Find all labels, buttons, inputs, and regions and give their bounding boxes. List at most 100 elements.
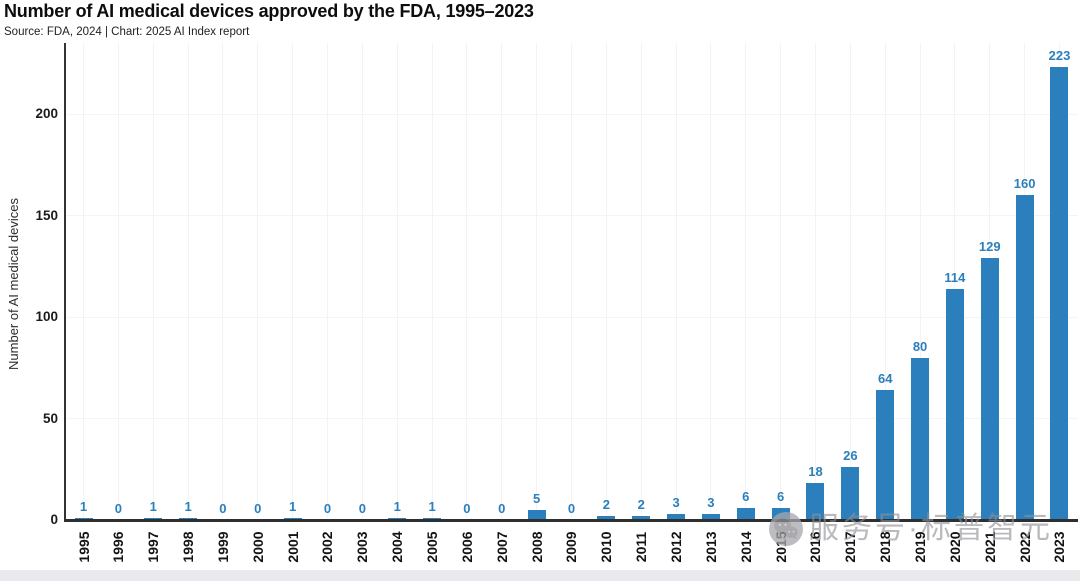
- x-tick-label: 2006: [458, 531, 475, 563]
- v-gridline: [222, 43, 224, 518]
- bar: [876, 390, 895, 520]
- y-axis-title: Number of AI medical devices: [6, 198, 21, 370]
- bar: [980, 258, 999, 520]
- bar-value-label: 1: [79, 499, 88, 514]
- y-axis-line: [64, 43, 66, 521]
- bar-value-label: 5: [533, 491, 541, 506]
- x-tick-label: 1995: [75, 531, 92, 563]
- bar-value-label: 0: [358, 501, 366, 516]
- x-tick-label: 2005: [424, 531, 441, 563]
- bar: [632, 516, 651, 520]
- v-gridline: [710, 43, 712, 518]
- v-gridline: [361, 43, 363, 518]
- v-gridline: [292, 43, 294, 518]
- bar-value-label: 26: [843, 448, 858, 463]
- v-gridline: [884, 43, 886, 518]
- bar: [527, 510, 546, 520]
- x-tick-label: 2023: [1051, 531, 1068, 563]
- x-tick-label: 2012: [668, 531, 685, 563]
- x-tick-label: 2007: [493, 531, 510, 563]
- v-gridline: [814, 43, 816, 518]
- v-gridline: [919, 43, 921, 518]
- x-tick-label: 2020: [946, 531, 963, 563]
- v-gridline: [745, 43, 747, 518]
- x-tick-label: 2001: [284, 531, 301, 563]
- bar-value-label: 1: [184, 499, 192, 514]
- bar-value-label: 6: [777, 489, 785, 504]
- y-tick-label: 100: [35, 309, 58, 324]
- bar: [701, 514, 720, 520]
- x-tick-label: 2009: [563, 531, 580, 563]
- chart-source-line: Source: FDA, 2024 | Chart: 2025 AI Index…: [4, 26, 250, 38]
- x-tick-label: 2011: [633, 531, 650, 563]
- bar-value-label: 1: [149, 499, 157, 514]
- bar-value-label: 1: [289, 499, 297, 514]
- v-gridline: [326, 43, 328, 518]
- bar-value-label: 2: [602, 497, 610, 512]
- x-tick-label: 2018: [877, 531, 894, 563]
- chart-title: Number of AI medical devices approved by…: [4, 1, 534, 21]
- bar-value-label: 0: [114, 501, 122, 516]
- v-gridline: [570, 43, 572, 518]
- bar-value-label: 114: [944, 270, 966, 285]
- v-gridline: [640, 43, 642, 518]
- bar-value-label: 0: [498, 501, 506, 516]
- x-tick-label: 1997: [145, 531, 162, 563]
- x-tick-label: 2019: [912, 531, 929, 563]
- v-gridline: [117, 43, 119, 518]
- y-tick-label: 50: [42, 410, 58, 426]
- bar-value-label: 129: [978, 239, 1001, 254]
- v-gridline: [396, 43, 398, 518]
- x-axis-line: [64, 519, 1078, 522]
- bar-value-label: 0: [463, 501, 471, 516]
- x-tick-label: 2003: [354, 531, 371, 563]
- x-tick-label: 2010: [598, 531, 615, 563]
- x-tick-label: 2017: [842, 531, 859, 563]
- bar-value-label: 1: [393, 499, 401, 514]
- v-gridline: [536, 43, 538, 518]
- bar-value-label: 160: [1013, 176, 1036, 191]
- x-tick-label: 2015: [772, 531, 789, 563]
- bar-value-label: 1: [428, 499, 436, 514]
- v-gridline: [605, 43, 607, 518]
- bar-value-label: 64: [877, 371, 893, 386]
- x-tick-label: 1998: [180, 531, 197, 563]
- x-tick-label: 2022: [1016, 531, 1033, 563]
- bar: [945, 289, 964, 520]
- bar-value-label: 0: [219, 501, 227, 516]
- x-tick-label: 1999: [214, 531, 231, 563]
- x-tick-label: 1996: [110, 531, 127, 563]
- x-tick-label: 2002: [319, 531, 336, 563]
- bar: [736, 508, 755, 520]
- x-tick-label: 2000: [249, 531, 266, 563]
- bar: [1050, 67, 1069, 520]
- x-tick-label: 2013: [702, 531, 719, 563]
- v-gridline: [954, 43, 956, 518]
- v-gridline: [431, 43, 433, 518]
- bar: [667, 514, 686, 520]
- v-gridline: [152, 43, 154, 518]
- bar-value-label: 0: [567, 501, 576, 516]
- bar-value-label: 0: [254, 501, 262, 516]
- y-tick-label: 0: [50, 512, 58, 527]
- v-gridline: [501, 43, 503, 518]
- x-tick-label: 2014: [737, 531, 754, 563]
- bar-value-label: 18: [808, 464, 823, 479]
- v-gridline: [466, 43, 468, 518]
- bar-value-label: 3: [672, 495, 680, 510]
- bar-value-label: 3: [707, 495, 715, 510]
- x-tick-label: 2004: [389, 531, 406, 563]
- bar-value-label: 223: [1048, 48, 1071, 63]
- bar: [911, 358, 930, 520]
- x-tick-label: 2008: [528, 531, 545, 563]
- bar: [806, 483, 825, 520]
- bar-value-label: 6: [742, 489, 750, 504]
- v-gridline: [83, 43, 84, 518]
- bar: [841, 467, 860, 520]
- bar-value-label: 0: [323, 501, 332, 516]
- v-gridline: [187, 43, 189, 518]
- bar: [597, 516, 616, 520]
- v-gridline: [780, 43, 782, 518]
- y-tick-label: 150: [35, 207, 58, 223]
